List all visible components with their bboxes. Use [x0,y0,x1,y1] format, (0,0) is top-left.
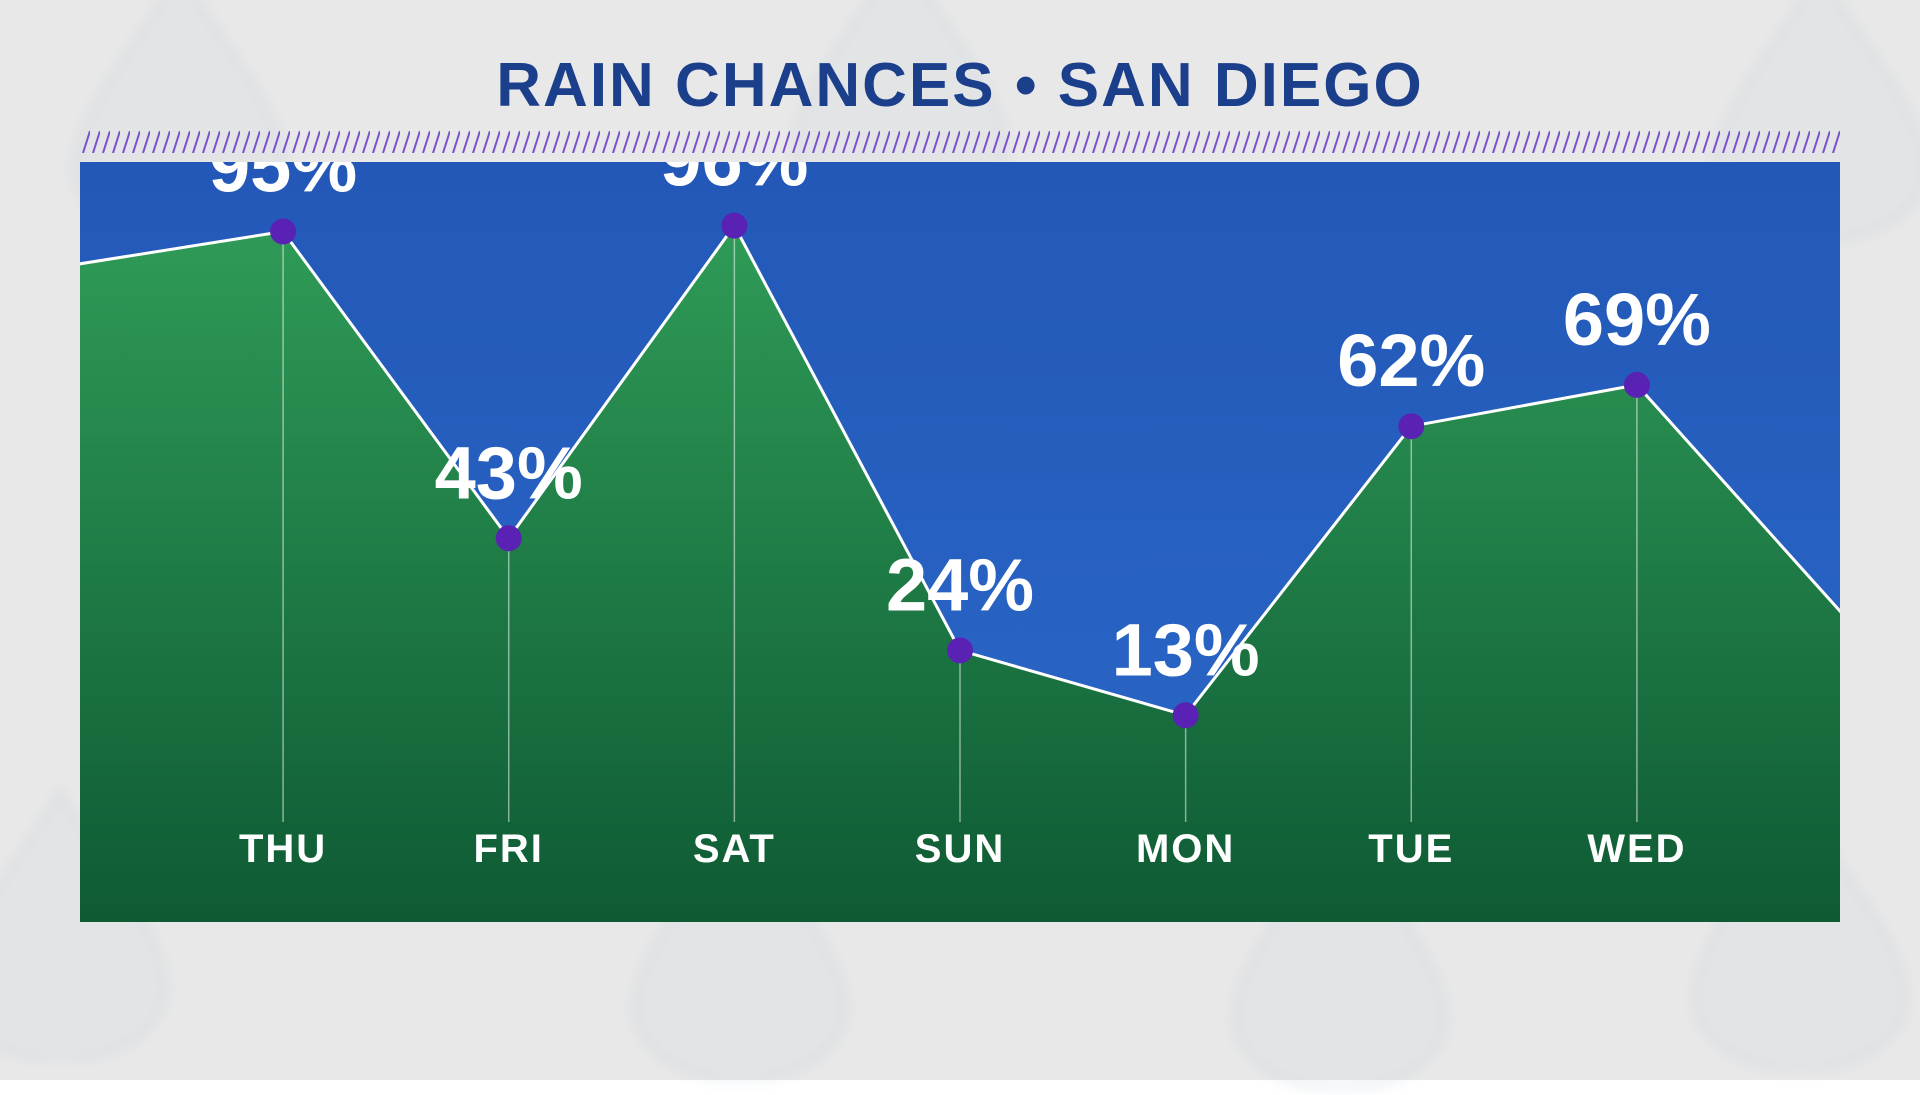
value-label: 95% [209,162,357,208]
title-divider-hatch [80,131,1840,153]
day-label: MON [1136,827,1235,871]
value-label: 69% [1563,278,1711,361]
chart-title: RAIN CHANCES • SAN DIEGO [80,50,1840,121]
chart-panel: RAIN CHANCES • SAN DIEGO 95% THU 43% FRI 96%… [80,50,1840,980]
value-label: 62% [1337,319,1485,402]
day-label: FRI [473,827,543,871]
rain-chance-area-chart: 95% THU 43% FRI 96% SAT 24% SUN 13% MON 62% TUE 69% W… [80,162,1840,922]
day-label: TUE [1368,827,1454,871]
day-label: SAT [693,827,776,871]
day-label: THU [239,827,327,871]
day-label: WED [1587,827,1686,871]
plot-container: 95% THU 43% FRI 96% SAT 24% SUN 13% MON 62% TUE 69% W… [80,162,1840,922]
value-label: 24% [886,543,1034,626]
value-label: 96% [660,162,808,202]
value-label: 13% [1112,608,1260,691]
value-label: 43% [435,431,583,514]
day-label: SUN [915,827,1005,871]
